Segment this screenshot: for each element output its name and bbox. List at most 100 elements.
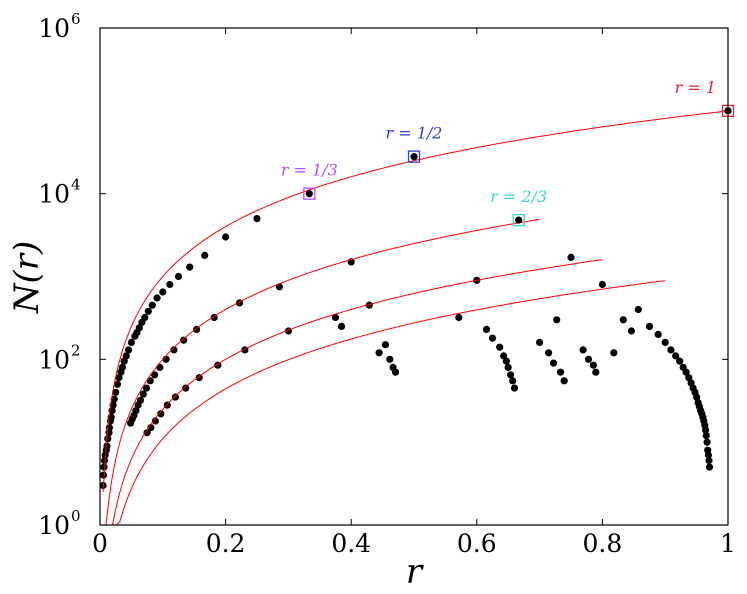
data-point (598, 280, 607, 289)
data-point (100, 463, 108, 471)
highlight-label: r = 1/2 (386, 124, 443, 143)
data-point (125, 346, 133, 354)
x-tick-label: 0.4 (331, 529, 371, 558)
data-point (645, 322, 654, 330)
data-point (113, 380, 122, 388)
data-point (702, 426, 710, 434)
data-point (162, 355, 170, 363)
data-point (536, 338, 544, 346)
data-point (705, 456, 713, 465)
x-tick-label: 0.8 (583, 529, 623, 558)
data-point (672, 352, 680, 360)
data-point (496, 343, 504, 351)
y-tick-exponent: 6 (71, 10, 81, 28)
data-point (127, 419, 135, 427)
highlight-point (305, 190, 313, 198)
data-point (391, 368, 400, 376)
y-tick-label: 10 (38, 511, 70, 540)
fit-curve (106, 259, 603, 526)
data-point (171, 393, 179, 401)
data-point (545, 349, 553, 357)
y-tick-label: 10 (38, 14, 70, 43)
fit-curve (102, 110, 729, 493)
data-point (560, 377, 568, 385)
x-tick-label: 0.6 (457, 529, 497, 558)
data-point (504, 363, 512, 371)
data-point (589, 361, 598, 369)
axes-frame (99, 27, 729, 526)
data-point (159, 288, 167, 296)
data-point (386, 355, 394, 363)
data-point (146, 377, 154, 385)
data-point (705, 463, 714, 471)
curves-layer (102, 110, 729, 526)
data-point (365, 301, 373, 309)
data-point (704, 451, 713, 459)
y-tick-exponent: 0 (71, 507, 81, 525)
y-tick-label: 10 (38, 345, 70, 374)
data-point (682, 368, 690, 376)
data-point (549, 359, 558, 367)
data-point (584, 355, 593, 363)
highlight-label: r = 1/3 (281, 161, 338, 180)
highlight-marker (407, 150, 421, 163)
highlight-point (410, 153, 418, 161)
data-point (153, 294, 161, 302)
data-point (195, 374, 203, 382)
data-point (627, 327, 636, 335)
data-point (157, 410, 165, 418)
data-point (455, 313, 463, 322)
data-point (500, 352, 508, 360)
highlight-label: r = 2/3 (490, 187, 547, 206)
data-point (553, 316, 561, 324)
data-point (509, 377, 517, 385)
data-point (148, 301, 156, 309)
fit-curve (109, 280, 666, 526)
data-point (661, 338, 669, 346)
y-axis-label: N(r) (7, 241, 47, 315)
data-point (654, 330, 662, 338)
y-tick-label: 10 (38, 180, 70, 209)
data-point (166, 280, 174, 289)
points-layer (99, 215, 714, 490)
data-point (110, 395, 118, 403)
data-point (170, 346, 178, 354)
data-point (100, 456, 109, 465)
highlight-marker (512, 213, 525, 227)
data-point (186, 263, 194, 271)
data-point (127, 338, 135, 346)
data-point (143, 429, 151, 437)
data-point (556, 368, 565, 376)
data-point (667, 346, 675, 354)
data-point (634, 305, 642, 314)
data-point (115, 374, 123, 382)
data-point (156, 363, 164, 371)
data-point (488, 334, 497, 342)
data-point (134, 401, 142, 409)
data-point (120, 357, 128, 365)
data-point (502, 357, 510, 365)
data-point (507, 371, 515, 379)
data-point (676, 357, 684, 365)
data-point (331, 313, 340, 322)
data-point (112, 388, 120, 396)
data-point (579, 346, 587, 354)
data-point (151, 371, 159, 379)
data-point (99, 471, 108, 479)
data-point (253, 215, 261, 223)
data-point (142, 384, 151, 392)
data-point (567, 253, 575, 261)
highlight-label: r = 1 (675, 78, 716, 97)
highlight-marker (303, 187, 316, 200)
data-point (482, 325, 491, 333)
data-point (180, 336, 188, 344)
data-point (375, 349, 383, 357)
data-point (117, 368, 125, 376)
highlight-point (515, 216, 523, 224)
highlight-layer: r = 1/3 r = 1/2 r = 2/3 r = 1 (281, 78, 735, 227)
data-point (201, 251, 209, 259)
y-tick-exponent: 2 (71, 341, 81, 359)
data-point (693, 393, 701, 401)
